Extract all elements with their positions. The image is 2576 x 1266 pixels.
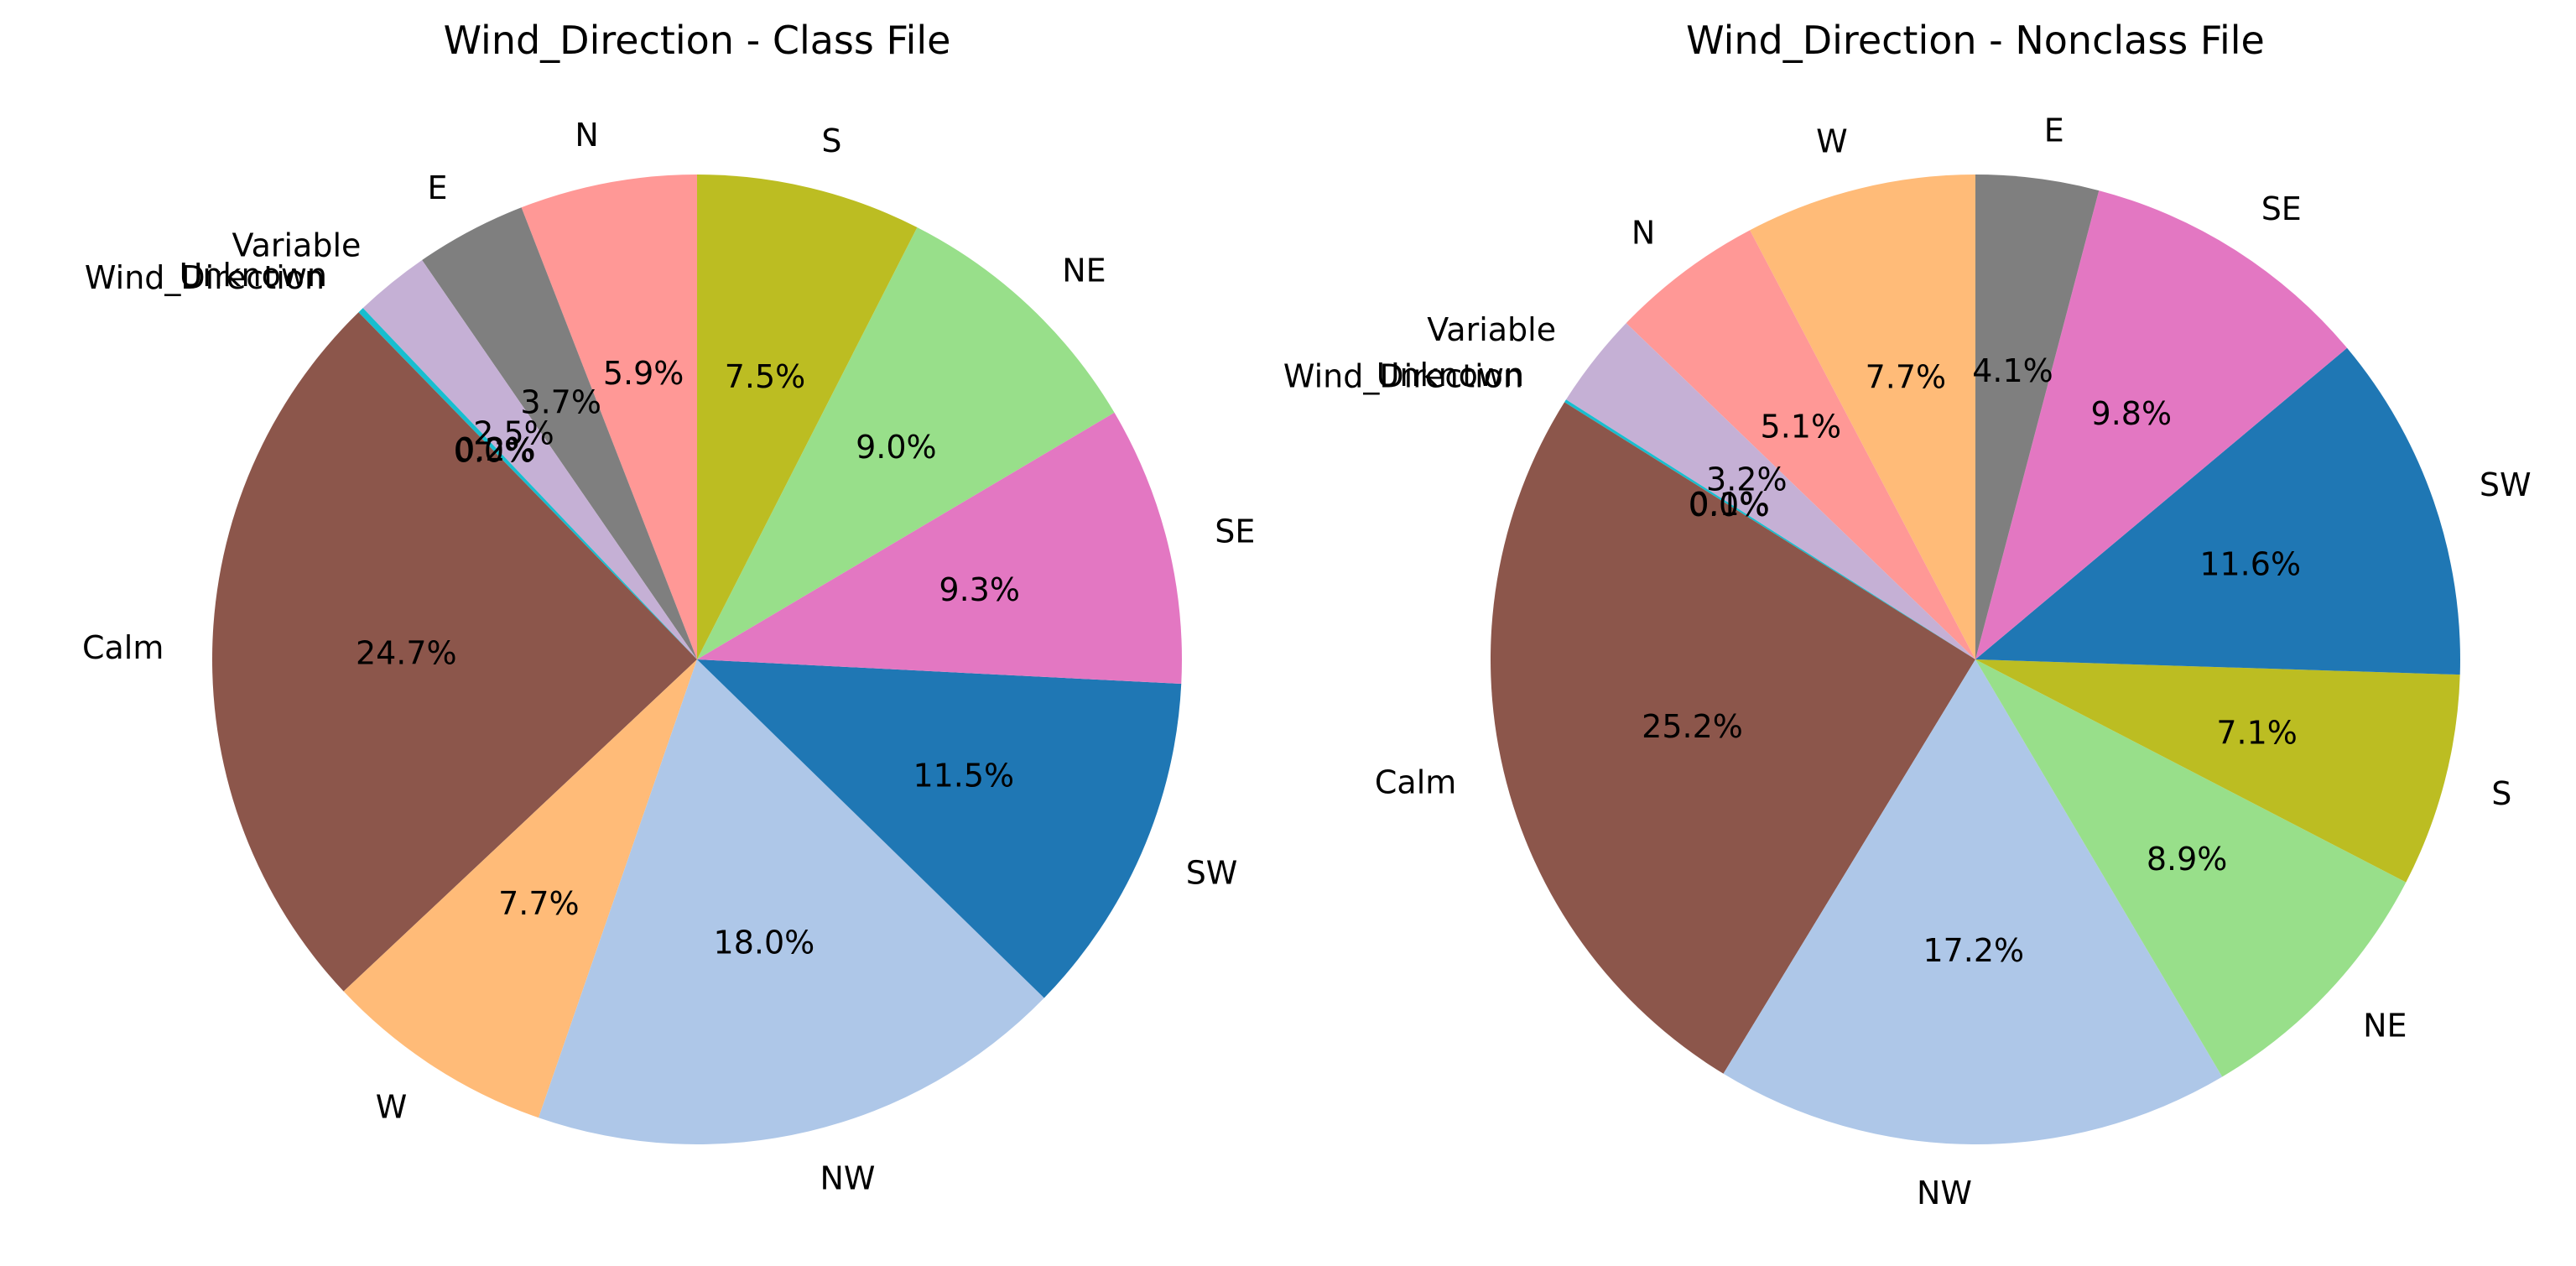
slice-percent-sw: 11.6% <box>2199 546 2301 583</box>
slice-percent-unknown: 0.2% <box>455 431 536 468</box>
slice-percent-s: 7.1% <box>2216 714 2298 751</box>
slice-label-n: N <box>575 117 598 154</box>
pie-slice-se <box>1975 190 2348 659</box>
slice-percent-se: 9.3% <box>939 571 1020 608</box>
slice-label-e: E <box>2044 112 2064 149</box>
pie-slice-unknown <box>358 308 697 659</box>
slice-label-s: S <box>2491 775 2511 812</box>
pie-slice-nw <box>539 659 1044 1145</box>
pie-slice-variable <box>362 260 697 659</box>
slice-percent-calm: 24.7% <box>356 634 457 671</box>
slice-percent-sw: 11.5% <box>913 758 1014 795</box>
slice-percent-wind-direction: 0.0% <box>454 433 535 470</box>
slice-percent-se: 9.8% <box>2091 395 2173 432</box>
slice-label-w: W <box>1816 123 1848 160</box>
pie-slice-n <box>1626 230 1975 659</box>
slice-percent-variable: 3.2% <box>1706 461 1788 498</box>
chart-title: Wind_Direction - Class File <box>444 18 951 63</box>
slice-label-unknown: Unknown <box>1376 357 1524 393</box>
pie-slice-s <box>697 175 918 659</box>
slice-label-variable: Variable <box>1427 311 1556 348</box>
slice-percent-calm: 25.2% <box>1642 708 1743 745</box>
slice-percent-n: 5.9% <box>603 355 684 392</box>
slice-label-nw: NW <box>820 1160 876 1197</box>
slice-percent-n: 5.1% <box>1761 409 1842 445</box>
pie-slice-variable <box>1565 323 1975 659</box>
pie-slice-se <box>697 412 1183 685</box>
pie-slice-calm <box>1490 402 1975 1074</box>
pie-slice-sw <box>1975 347 2460 675</box>
pie-slice-ne <box>1975 659 2407 1077</box>
slice-percent-w: 7.7% <box>498 885 580 922</box>
slice-percent-e: 4.1% <box>1972 352 2053 389</box>
slice-percent-e: 3.7% <box>520 384 601 421</box>
pie-slice-e <box>422 207 697 659</box>
slice-percent-ne: 9.0% <box>856 429 937 466</box>
pie-slice-e <box>1975 174 2100 659</box>
pie-slice-ne <box>697 227 1115 659</box>
pie-slice-calm <box>212 312 698 992</box>
slice-label-e: E <box>427 169 447 206</box>
pie-slice-s <box>1975 659 2460 883</box>
slice-label-ne: NE <box>1062 253 1106 289</box>
slice-label-sw: SW <box>1186 854 1238 891</box>
slice-percent-wind-direction: 0.0% <box>1689 487 1770 524</box>
slice-label-se: SE <box>1215 513 1255 550</box>
slice-label-calm: Calm <box>1375 764 1456 801</box>
pie-slice-nw <box>1723 659 2223 1144</box>
pie-slice-unknown <box>1564 399 1975 659</box>
pie-chart-nonclass-file: Wind_Direction - Nonclass File W 7.7% N 5.1… <box>1283 18 2532 1211</box>
slice-label-w: W <box>376 1089 408 1126</box>
slice-label-n: N <box>1631 215 1655 252</box>
slice-label-ne: NE <box>2363 1008 2407 1045</box>
slice-percent-s: 7.5% <box>725 358 806 395</box>
slice-label-se: SE <box>2261 190 2302 227</box>
slice-label-s: S <box>821 122 841 159</box>
slice-percent-w: 7.7% <box>1866 358 1947 395</box>
pie-chart-class-file: Wind_Direction - Class File N 5.9% E 3.7% Va… <box>82 18 1255 1197</box>
slice-label-variable: Variable <box>232 227 362 263</box>
pie-slice-n <box>521 175 697 659</box>
slice-label-nw: NW <box>1917 1175 1972 1211</box>
slice-label-unknown: Unknown <box>180 257 327 294</box>
slice-percent-ne: 8.9% <box>2147 841 2228 878</box>
slice-percent-unknown: 0.1% <box>1689 486 1770 523</box>
slice-percent-variable: 2.5% <box>473 415 554 452</box>
pie-slice-sw <box>697 659 1182 998</box>
slice-label-sw: SW <box>2480 466 2532 503</box>
pie-slice-w <box>1750 175 1975 659</box>
slice-label-wind-direction: Wind_Direction <box>85 259 325 296</box>
slice-percent-nw: 18.0% <box>714 925 815 961</box>
pie-slice-w <box>343 659 697 1118</box>
slice-percent-nw: 17.2% <box>1923 932 2024 969</box>
chart-title: Wind_Direction - Nonclass File <box>1686 18 2265 63</box>
pie-slice-wind-direction <box>358 312 697 659</box>
slice-label-wind-direction: Wind_Direction <box>1283 358 1523 395</box>
slice-label-calm: Calm <box>82 629 164 666</box>
